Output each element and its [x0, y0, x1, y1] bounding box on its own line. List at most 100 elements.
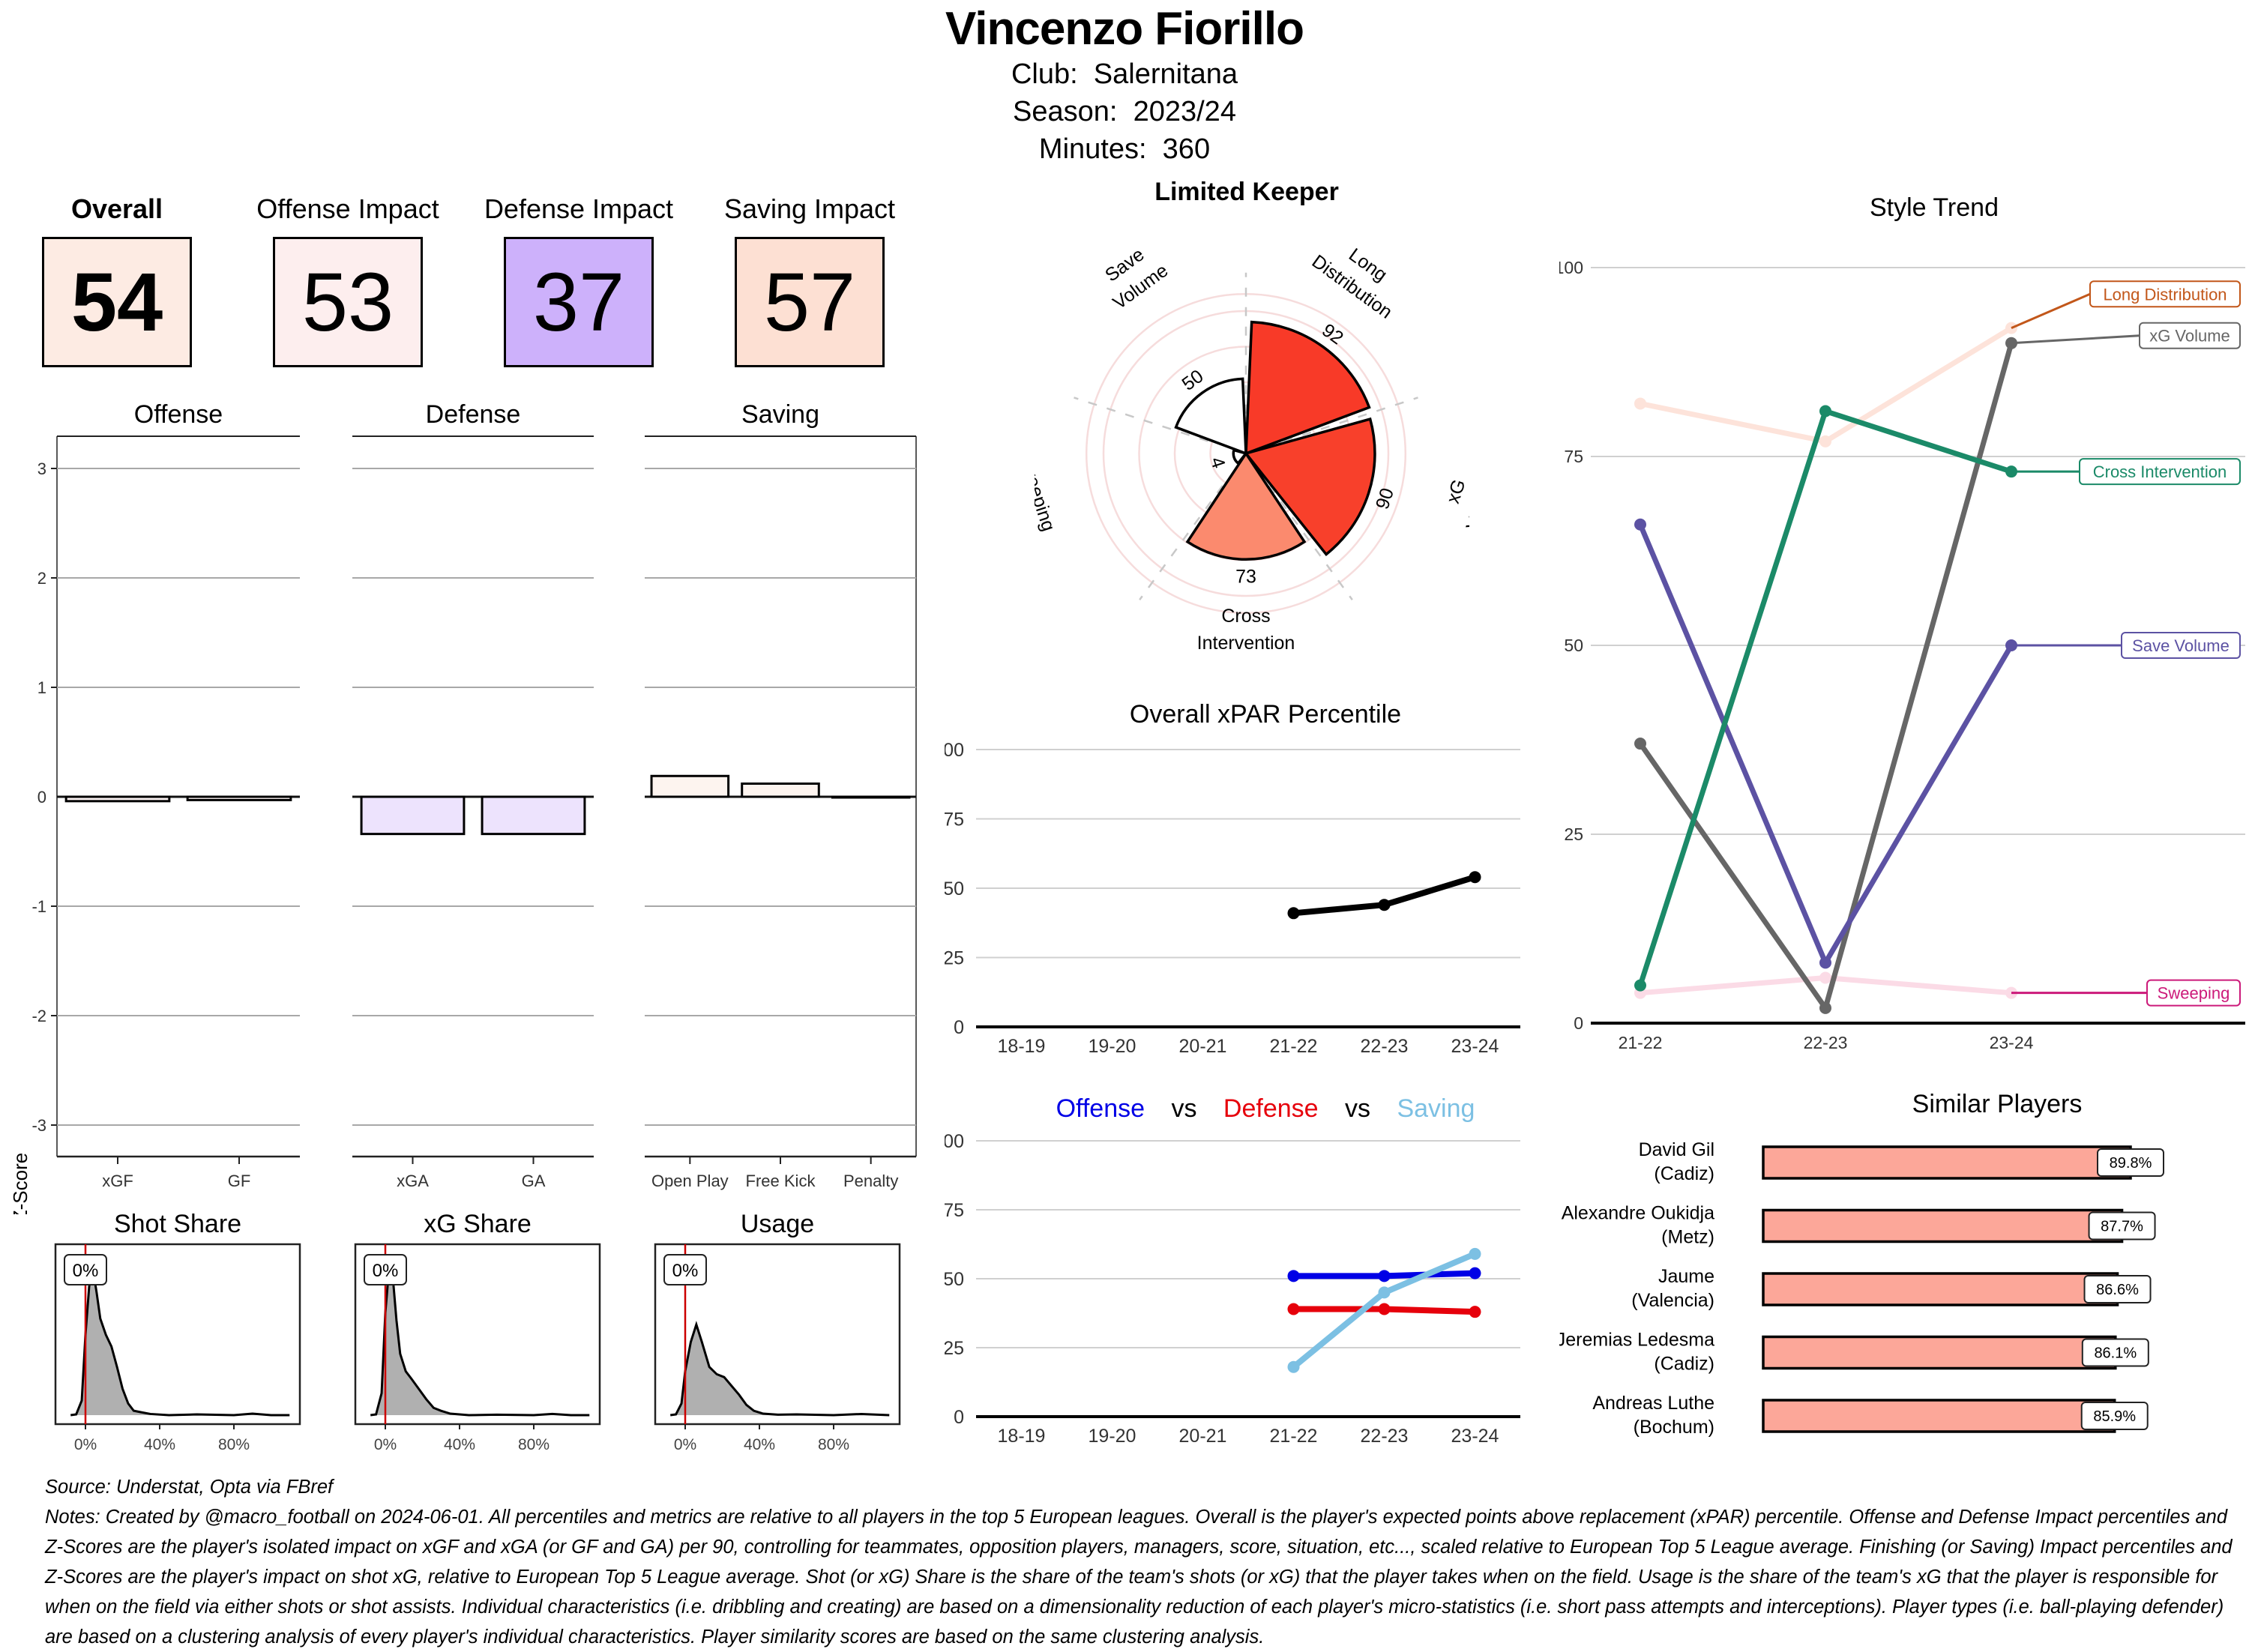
zscore-panel-saving: Saving Open Play Free Kick Penalty	[645, 400, 917, 1190]
y-tick-label: 0	[954, 1407, 964, 1428]
similar-player-name: Andreas Luthe	[1592, 1393, 1714, 1414]
polar-spoke	[1139, 485, 1223, 600]
x-tick-label: 18-19	[998, 1036, 1046, 1057]
x-tick-label: 20-21	[1179, 1036, 1227, 1057]
y-tick-label: 50	[945, 878, 964, 899]
y-tick-label: 2	[37, 569, 46, 588]
polar-spoke	[1283, 397, 1418, 442]
trend-point-sweeping	[1819, 971, 1831, 984]
similarity-label-box	[2083, 1275, 2152, 1303]
similar-player-name: David Gil	[1639, 1139, 1714, 1160]
similar-player-bar	[1762, 1145, 2132, 1180]
player-marker-label-box	[64, 1254, 107, 1285]
x-tick-label: 40%	[744, 1436, 775, 1453]
density-title: Shot Share	[114, 1210, 241, 1238]
y-tick-label: 100	[945, 1131, 964, 1152]
x-tick-label: 22-23	[1804, 1033, 1848, 1052]
source-text: Source: Understat, Opta via FBref	[45, 1477, 334, 1498]
trend-point-long-distribution	[1634, 397, 1646, 410]
x-tick-label: Open Play	[651, 1172, 729, 1190]
x-tick-label: 19-20	[1089, 1426, 1136, 1447]
series-point-saving	[1378, 1286, 1391, 1299]
x-tick-label: 0%	[74, 1436, 97, 1453]
ods-title: Offense vs Defense vs Saving	[1056, 1094, 1475, 1123]
similar-player-club: (Cadiz)	[1654, 1354, 1714, 1375]
offense-defense-saving-chart: Offense vs Defense vs Saving 0 25 50 75 100 1…	[945, 1094, 1520, 1447]
x-tick-label: 80%	[518, 1436, 550, 1453]
trend-title: Style Trend	[1870, 193, 1999, 222]
density-line	[370, 1264, 590, 1417]
trend-point-save-volume	[1819, 956, 1831, 969]
y-tick-label: -3	[31, 1116, 46, 1135]
y-tick-label: 100	[945, 740, 964, 761]
density-area	[370, 1269, 590, 1415]
x-tick-label: GF	[228, 1172, 251, 1190]
x-tick-label: 19-20	[1089, 1036, 1136, 1057]
ods-title-saving: Saving	[1397, 1094, 1475, 1123]
zscore-panel-offense: Offense 3 2 1 -1 -2 -3 0 xGF GF	[31, 400, 300, 1190]
ods-title-vs-2: vs	[1345, 1094, 1370, 1123]
density-title: Usage	[741, 1210, 814, 1238]
y-tick-label: 0	[1574, 1013, 1583, 1033]
y-tick-label: 50	[945, 1269, 964, 1290]
series-point-overall	[1378, 899, 1391, 911]
ods-title-defense: Defense	[1223, 1094, 1319, 1123]
y-tick-label: 75	[945, 810, 964, 830]
similarity-value-label: 86.6%	[2096, 1282, 2139, 1298]
y-tick-label: 100	[1559, 258, 1583, 277]
similar-player-club: (Metz)	[1661, 1227, 1714, 1248]
zscore-ylabel: Z-Score	[9, 1153, 31, 1214]
polar-category-label: Sweeping	[1035, 449, 1059, 534]
polar-bar-cross-intervention	[1185, 450, 1307, 561]
trend-point-xg-volume	[1634, 738, 1646, 750]
zscore-bar-ga	[481, 795, 586, 836]
zscore-bar-gf	[186, 795, 292, 801]
zscore-bar-penalty	[831, 795, 911, 799]
offense-impact-box: 53	[273, 237, 423, 367]
x-tick-label: 21-22	[1270, 1036, 1318, 1057]
trend-label-box	[2121, 632, 2241, 659]
y-tick-label: 75	[1564, 447, 1583, 466]
overall-score-box: 54	[42, 237, 192, 367]
trend-point-long-distribution	[1819, 435, 1831, 447]
similar-player-bar	[1762, 1335, 2117, 1370]
zscore-bar-free-kick	[741, 782, 820, 798]
trend-point-cross-intervention	[1634, 979, 1646, 992]
trend-line-cross-intervention	[1637, 409, 2013, 986]
polar-category-label: Cross Intervention	[1197, 606, 1295, 654]
similar-player-name: Jeremias Ledesma	[1559, 1330, 1714, 1351]
polar-value-label: 92	[1318, 319, 1347, 349]
footer-notes: Source: Understat, Opta via FBref Notes:…	[45, 1472, 2234, 1652]
polar-bar-xg-volume	[1243, 417, 1376, 557]
zscore-bar-xgf	[64, 795, 171, 803]
density-line	[70, 1268, 290, 1417]
trend-label-cross-intervention: Cross Intervention	[2093, 462, 2227, 481]
series-point-offense	[1378, 1270, 1391, 1282]
x-tick-label: 23-24	[1990, 1033, 2034, 1052]
similar-player-name: Alexandre Oukidja	[1562, 1203, 1714, 1224]
series-point-overall	[1469, 871, 1481, 884]
density-frame	[354, 1243, 601, 1426]
density-frame	[54, 1243, 301, 1426]
style-polar-chart: Limited Keeper 92 90 73 4 50 LongDistribution…	[1035, 178, 1469, 654]
y-tick-label: -2	[31, 1007, 46, 1025]
similarity-value-label: 86.1%	[2094, 1345, 2137, 1362]
y-tick-label: 3	[37, 459, 46, 478]
polar-value-label: 4	[1206, 454, 1229, 471]
density-area	[670, 1324, 890, 1415]
similar-player-name: Jaume	[1658, 1266, 1714, 1287]
defense-impact-label: Defense Impact	[484, 193, 674, 224]
trend-label-box	[2139, 322, 2241, 349]
polar-bar-save-volume	[1174, 377, 1247, 456]
series-point-saving	[1287, 1360, 1300, 1373]
y-tick-label: 0	[954, 1017, 964, 1038]
y-tick-label: 1	[37, 678, 46, 697]
x-tick-label: 23-24	[1451, 1036, 1499, 1057]
trend-label-box	[2079, 458, 2241, 486]
series-point-offense	[1287, 1270, 1300, 1282]
density-frame	[654, 1243, 901, 1426]
density-panel-usage: Usage 0% 0% 40% 80%	[654, 1210, 901, 1453]
minutes-label: Minutes:	[1038, 133, 1147, 165]
series-point-defense	[1287, 1303, 1300, 1315]
